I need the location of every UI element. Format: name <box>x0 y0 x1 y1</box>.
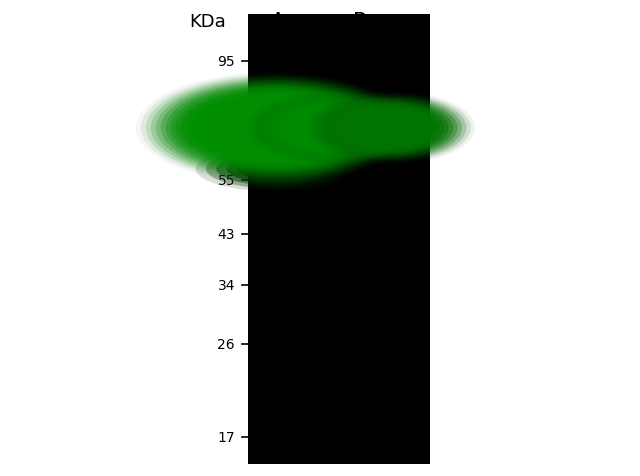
Ellipse shape <box>298 115 362 142</box>
Ellipse shape <box>276 105 385 152</box>
Ellipse shape <box>225 109 325 149</box>
Ellipse shape <box>340 107 440 150</box>
Ellipse shape <box>191 95 360 162</box>
Ellipse shape <box>206 149 344 189</box>
Text: 72: 72 <box>218 115 235 129</box>
Ellipse shape <box>200 99 349 158</box>
Ellipse shape <box>309 94 471 163</box>
Ellipse shape <box>247 161 303 178</box>
Bar <box>248 15 430 464</box>
Ellipse shape <box>245 92 415 165</box>
Text: 95: 95 <box>218 55 235 69</box>
Ellipse shape <box>362 117 418 140</box>
Ellipse shape <box>166 85 385 172</box>
Text: 55: 55 <box>218 174 235 188</box>
Ellipse shape <box>171 87 380 170</box>
Text: B: B <box>353 12 367 32</box>
Ellipse shape <box>249 94 411 163</box>
Ellipse shape <box>353 113 427 144</box>
Ellipse shape <box>156 81 394 176</box>
Ellipse shape <box>349 111 431 146</box>
Ellipse shape <box>335 105 444 152</box>
Ellipse shape <box>196 147 355 192</box>
Ellipse shape <box>216 153 334 186</box>
Ellipse shape <box>253 96 406 161</box>
Ellipse shape <box>327 101 453 156</box>
Ellipse shape <box>271 103 389 154</box>
Ellipse shape <box>262 99 397 158</box>
Ellipse shape <box>237 159 313 180</box>
Ellipse shape <box>230 110 320 147</box>
Ellipse shape <box>220 107 330 150</box>
Ellipse shape <box>302 117 358 140</box>
Ellipse shape <box>186 93 365 164</box>
Ellipse shape <box>175 89 374 168</box>
Ellipse shape <box>305 92 476 165</box>
Ellipse shape <box>161 83 389 174</box>
Text: 43: 43 <box>218 228 235 241</box>
Ellipse shape <box>227 156 324 183</box>
Text: KDa: KDa <box>189 13 227 31</box>
Text: 17: 17 <box>218 430 235 444</box>
Ellipse shape <box>358 115 422 142</box>
Ellipse shape <box>284 109 376 148</box>
Ellipse shape <box>280 107 380 150</box>
Ellipse shape <box>205 100 345 156</box>
Ellipse shape <box>332 103 449 154</box>
Ellipse shape <box>318 98 462 159</box>
Ellipse shape <box>210 102 340 154</box>
Text: 34: 34 <box>218 279 235 293</box>
Text: 26: 26 <box>218 337 235 351</box>
Ellipse shape <box>289 111 371 146</box>
Ellipse shape <box>323 99 458 158</box>
Text: A: A <box>271 12 285 32</box>
Ellipse shape <box>215 105 335 152</box>
Ellipse shape <box>293 113 367 144</box>
Ellipse shape <box>141 75 409 182</box>
Ellipse shape <box>151 79 399 178</box>
Ellipse shape <box>267 101 393 156</box>
Ellipse shape <box>195 97 355 160</box>
Ellipse shape <box>258 98 402 159</box>
Ellipse shape <box>344 109 436 148</box>
Ellipse shape <box>180 91 369 166</box>
Ellipse shape <box>146 77 404 180</box>
Ellipse shape <box>314 96 467 161</box>
